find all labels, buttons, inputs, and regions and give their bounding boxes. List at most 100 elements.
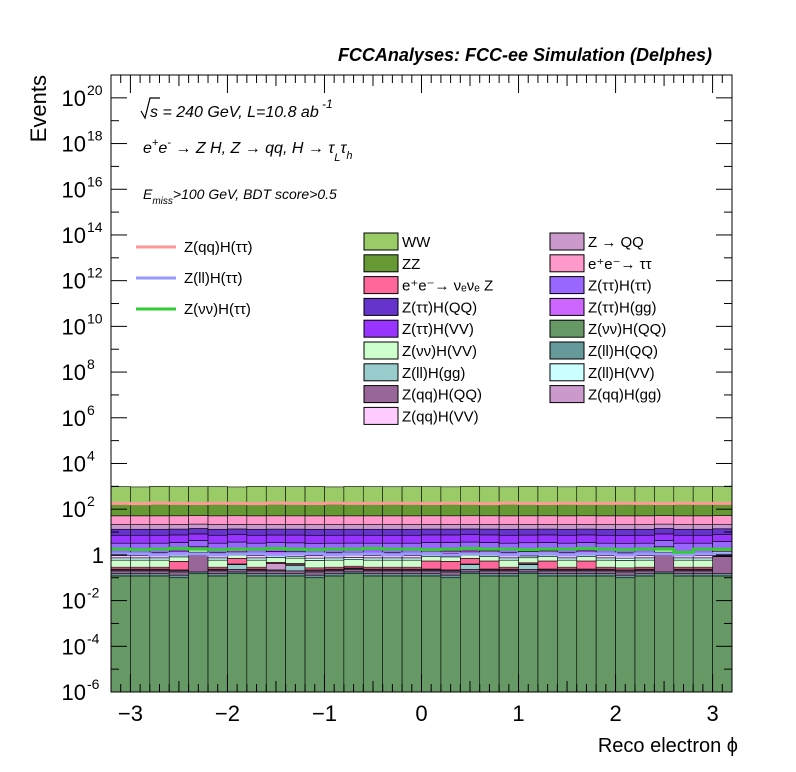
y-tick-base-1: 10 [62,634,86,659]
bar-16-0 [110,486,131,505]
bar-16-26 [615,486,636,504]
bar-8-25 [595,555,616,559]
sqrt-symbol [140,97,160,120]
legend-bkg-col2-swatch-4 [549,319,585,338]
bar-13-7 [246,524,267,530]
legend-bkg-col1-swatch-1 [363,254,399,273]
bar-13-21 [518,524,539,530]
bar-11-5 [207,534,228,544]
bar-8-12 [343,554,364,558]
bar-11-6 [227,534,248,543]
bar-0-9 [285,575,306,693]
bar-7-11 [324,557,345,561]
bar-12-21 [518,528,539,536]
legend-bkg-col2-label-6: Z(ll)H(VV) [588,365,655,382]
bar-15-23 [557,503,578,517]
bar-0-13 [362,575,383,693]
y-tick-base-2: 10 [62,589,86,614]
bar-2-17 [440,571,461,576]
bar-1-16 [421,573,442,577]
bar-1-26 [615,574,636,579]
bar-13-18 [460,524,481,530]
bar-8-7 [246,555,267,559]
bar-11-26 [615,534,636,544]
lumi-exponent: -1 [319,97,333,111]
bar-14-30 [692,515,713,525]
bar-12-27 [634,528,655,536]
bar-12-7 [246,528,267,536]
bar-2-5 [207,570,228,575]
legend-bkg-col1-label-0: WW [402,234,431,251]
bar-0-31 [712,575,733,693]
bar-0-24 [576,575,597,693]
bar-16-19 [479,486,500,505]
bar-15-11 [324,504,345,517]
bar-6-19 [479,556,500,562]
legend-bkg-col1-label-1: ZZ [402,256,420,273]
bar-16-6 [227,486,248,505]
bar-13-3 [168,524,189,530]
bar-11-25 [595,534,616,544]
bar-14-27 [634,515,655,525]
y-tick-label-4: 10 [62,497,86,522]
y-tick-base-11: 10 [62,177,86,202]
bar-16-18 [460,486,481,504]
bar-4-8 [265,563,286,571]
bar-13-8 [265,524,286,530]
bar-15-8 [265,503,286,517]
bar-6-29 [673,559,694,568]
bar-11-7 [246,534,267,544]
bar-1-22 [537,573,558,577]
bar-12-28 [654,528,675,535]
bar-16-14 [382,486,403,505]
y-tick-label-1: 10 [62,634,86,659]
x-tick-label-4: 1 [512,701,524,726]
bar-11-27 [634,534,655,544]
bar-1-19 [479,573,500,577]
bar-0-20 [498,575,519,693]
legend-bkg-col1-swatch-6 [363,363,399,382]
legend-bkg-col1-swatch-2 [363,276,399,295]
bar-16-10 [304,486,325,505]
bar-2-1 [130,570,151,575]
bar-15-19 [479,503,500,517]
bar-7-20 [498,557,519,561]
bar-16-5 [207,486,228,504]
bar-14-26 [615,515,636,525]
bar-13-22 [537,524,558,530]
bar-7-27 [634,557,655,561]
bar-14-0 [110,515,131,525]
histogram-stack [110,486,733,693]
x-tick-label-6: 3 [706,701,718,726]
bar-15-26 [615,503,636,517]
signal-lines [111,501,732,557]
bar-6-3 [168,556,189,562]
y-axis-label: Events [26,75,51,142]
legend-bkg-col2-swatch-0 [549,232,585,251]
y-tick-label-0: 10 [62,680,86,705]
bar-14-1 [130,515,151,525]
bar-13-26 [615,524,636,530]
bar-6-17 [440,556,461,562]
bar-6-12 [343,559,364,567]
y-tick-exp-0: -6 [87,676,100,692]
bar-11-21 [518,534,539,544]
bar-14-28 [654,515,675,525]
bar-0-16 [421,575,442,693]
bar-11-19 [479,534,500,543]
bar-13-11 [324,524,345,530]
bar-14-18 [460,515,481,525]
bar-13-28 [654,523,675,529]
bar-1-9 [285,573,306,577]
y-tick-base-8: 10 [62,314,86,339]
bar-2-4 [188,554,209,573]
bar-6-24 [576,556,597,562]
y-tick-base-12: 10 [62,132,86,157]
y-tick-exp-8: 10 [87,310,103,326]
legend-bkg-col2-swatch-2 [549,276,585,295]
bar-0-19 [479,575,500,693]
bar-10-4 [188,540,209,548]
bar-14-7 [246,515,267,525]
